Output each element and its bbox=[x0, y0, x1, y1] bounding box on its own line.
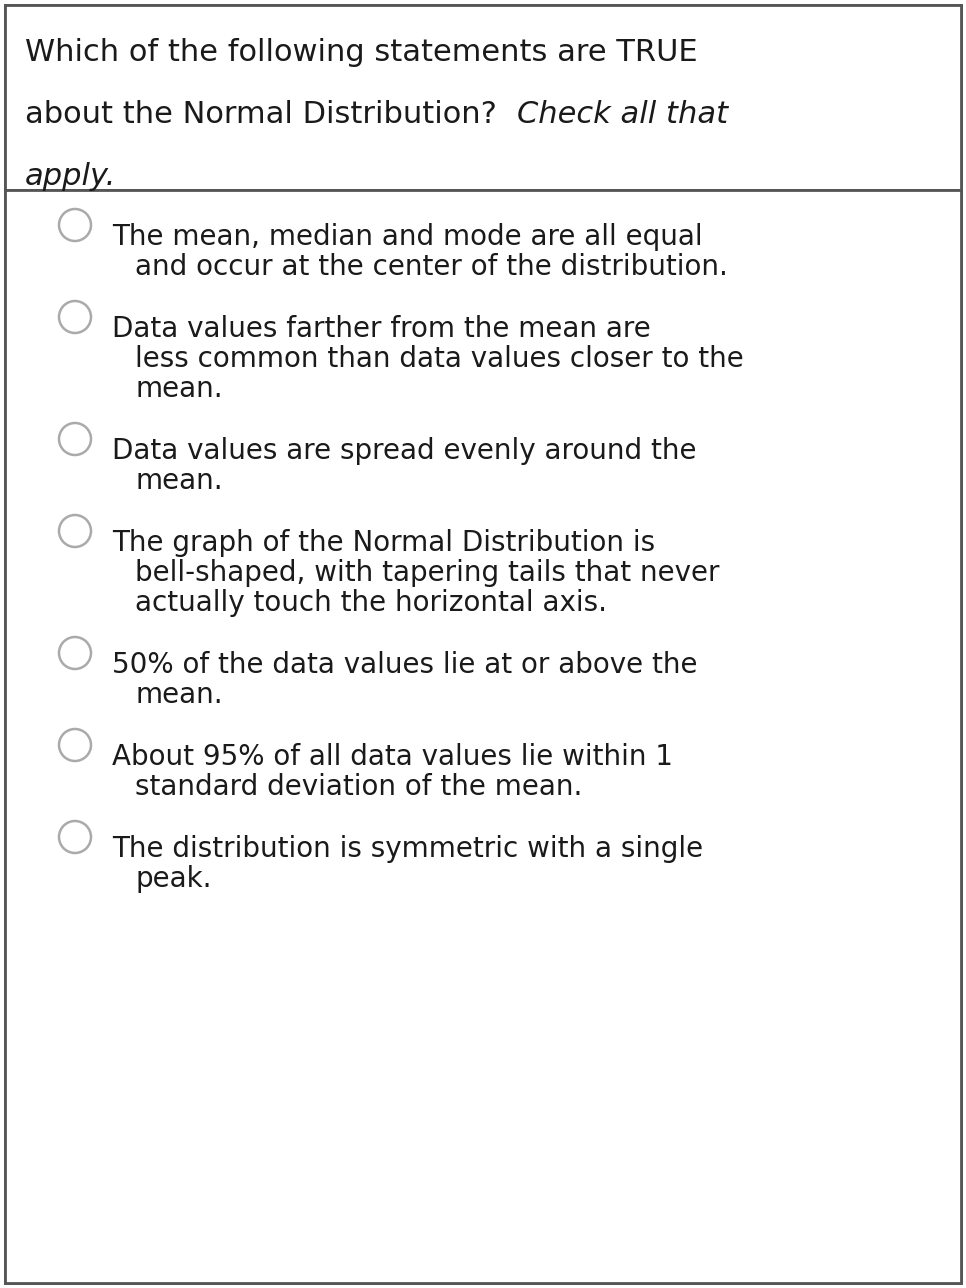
Circle shape bbox=[59, 301, 91, 334]
Text: Check all that: Check all that bbox=[517, 100, 728, 129]
Text: apply.: apply. bbox=[25, 162, 116, 191]
Text: about the Normal Distribution?: about the Normal Distribution? bbox=[25, 100, 506, 129]
Text: Data values farther from the mean are: Data values farther from the mean are bbox=[112, 316, 651, 343]
Text: 50% of the data values lie at or above the: 50% of the data values lie at or above t… bbox=[112, 650, 697, 679]
Text: The graph of the Normal Distribution is: The graph of the Normal Distribution is bbox=[112, 529, 655, 556]
FancyBboxPatch shape bbox=[5, 5, 961, 191]
Text: actually touch the horizontal axis.: actually touch the horizontal axis. bbox=[135, 589, 607, 617]
Text: mean.: mean. bbox=[135, 468, 222, 495]
FancyBboxPatch shape bbox=[5, 191, 961, 1283]
Text: bell-shaped, with tapering tails that never: bell-shaped, with tapering tails that ne… bbox=[135, 559, 720, 587]
Text: The distribution is symmetric with a single: The distribution is symmetric with a sin… bbox=[112, 835, 703, 863]
Circle shape bbox=[59, 209, 91, 241]
Text: Which of the following statements are TRUE: Which of the following statements are TR… bbox=[25, 39, 697, 67]
Text: standard deviation of the mean.: standard deviation of the mean. bbox=[135, 773, 582, 801]
Circle shape bbox=[59, 820, 91, 853]
Text: mean.: mean. bbox=[135, 375, 222, 403]
Circle shape bbox=[59, 638, 91, 668]
Circle shape bbox=[59, 422, 91, 455]
Text: less common than data values closer to the: less common than data values closer to t… bbox=[135, 345, 744, 374]
Text: peak.: peak. bbox=[135, 866, 212, 893]
Text: The mean, median and mode are all equal: The mean, median and mode are all equal bbox=[112, 223, 702, 251]
Text: Data values are spread evenly around the: Data values are spread evenly around the bbox=[112, 437, 696, 465]
Text: and occur at the center of the distribution.: and occur at the center of the distribut… bbox=[135, 252, 727, 281]
Text: mean.: mean. bbox=[135, 681, 222, 708]
Text: About 95% of all data values lie within 1: About 95% of all data values lie within … bbox=[112, 743, 673, 772]
Circle shape bbox=[59, 515, 91, 547]
Circle shape bbox=[59, 729, 91, 761]
FancyBboxPatch shape bbox=[5, 5, 961, 1283]
